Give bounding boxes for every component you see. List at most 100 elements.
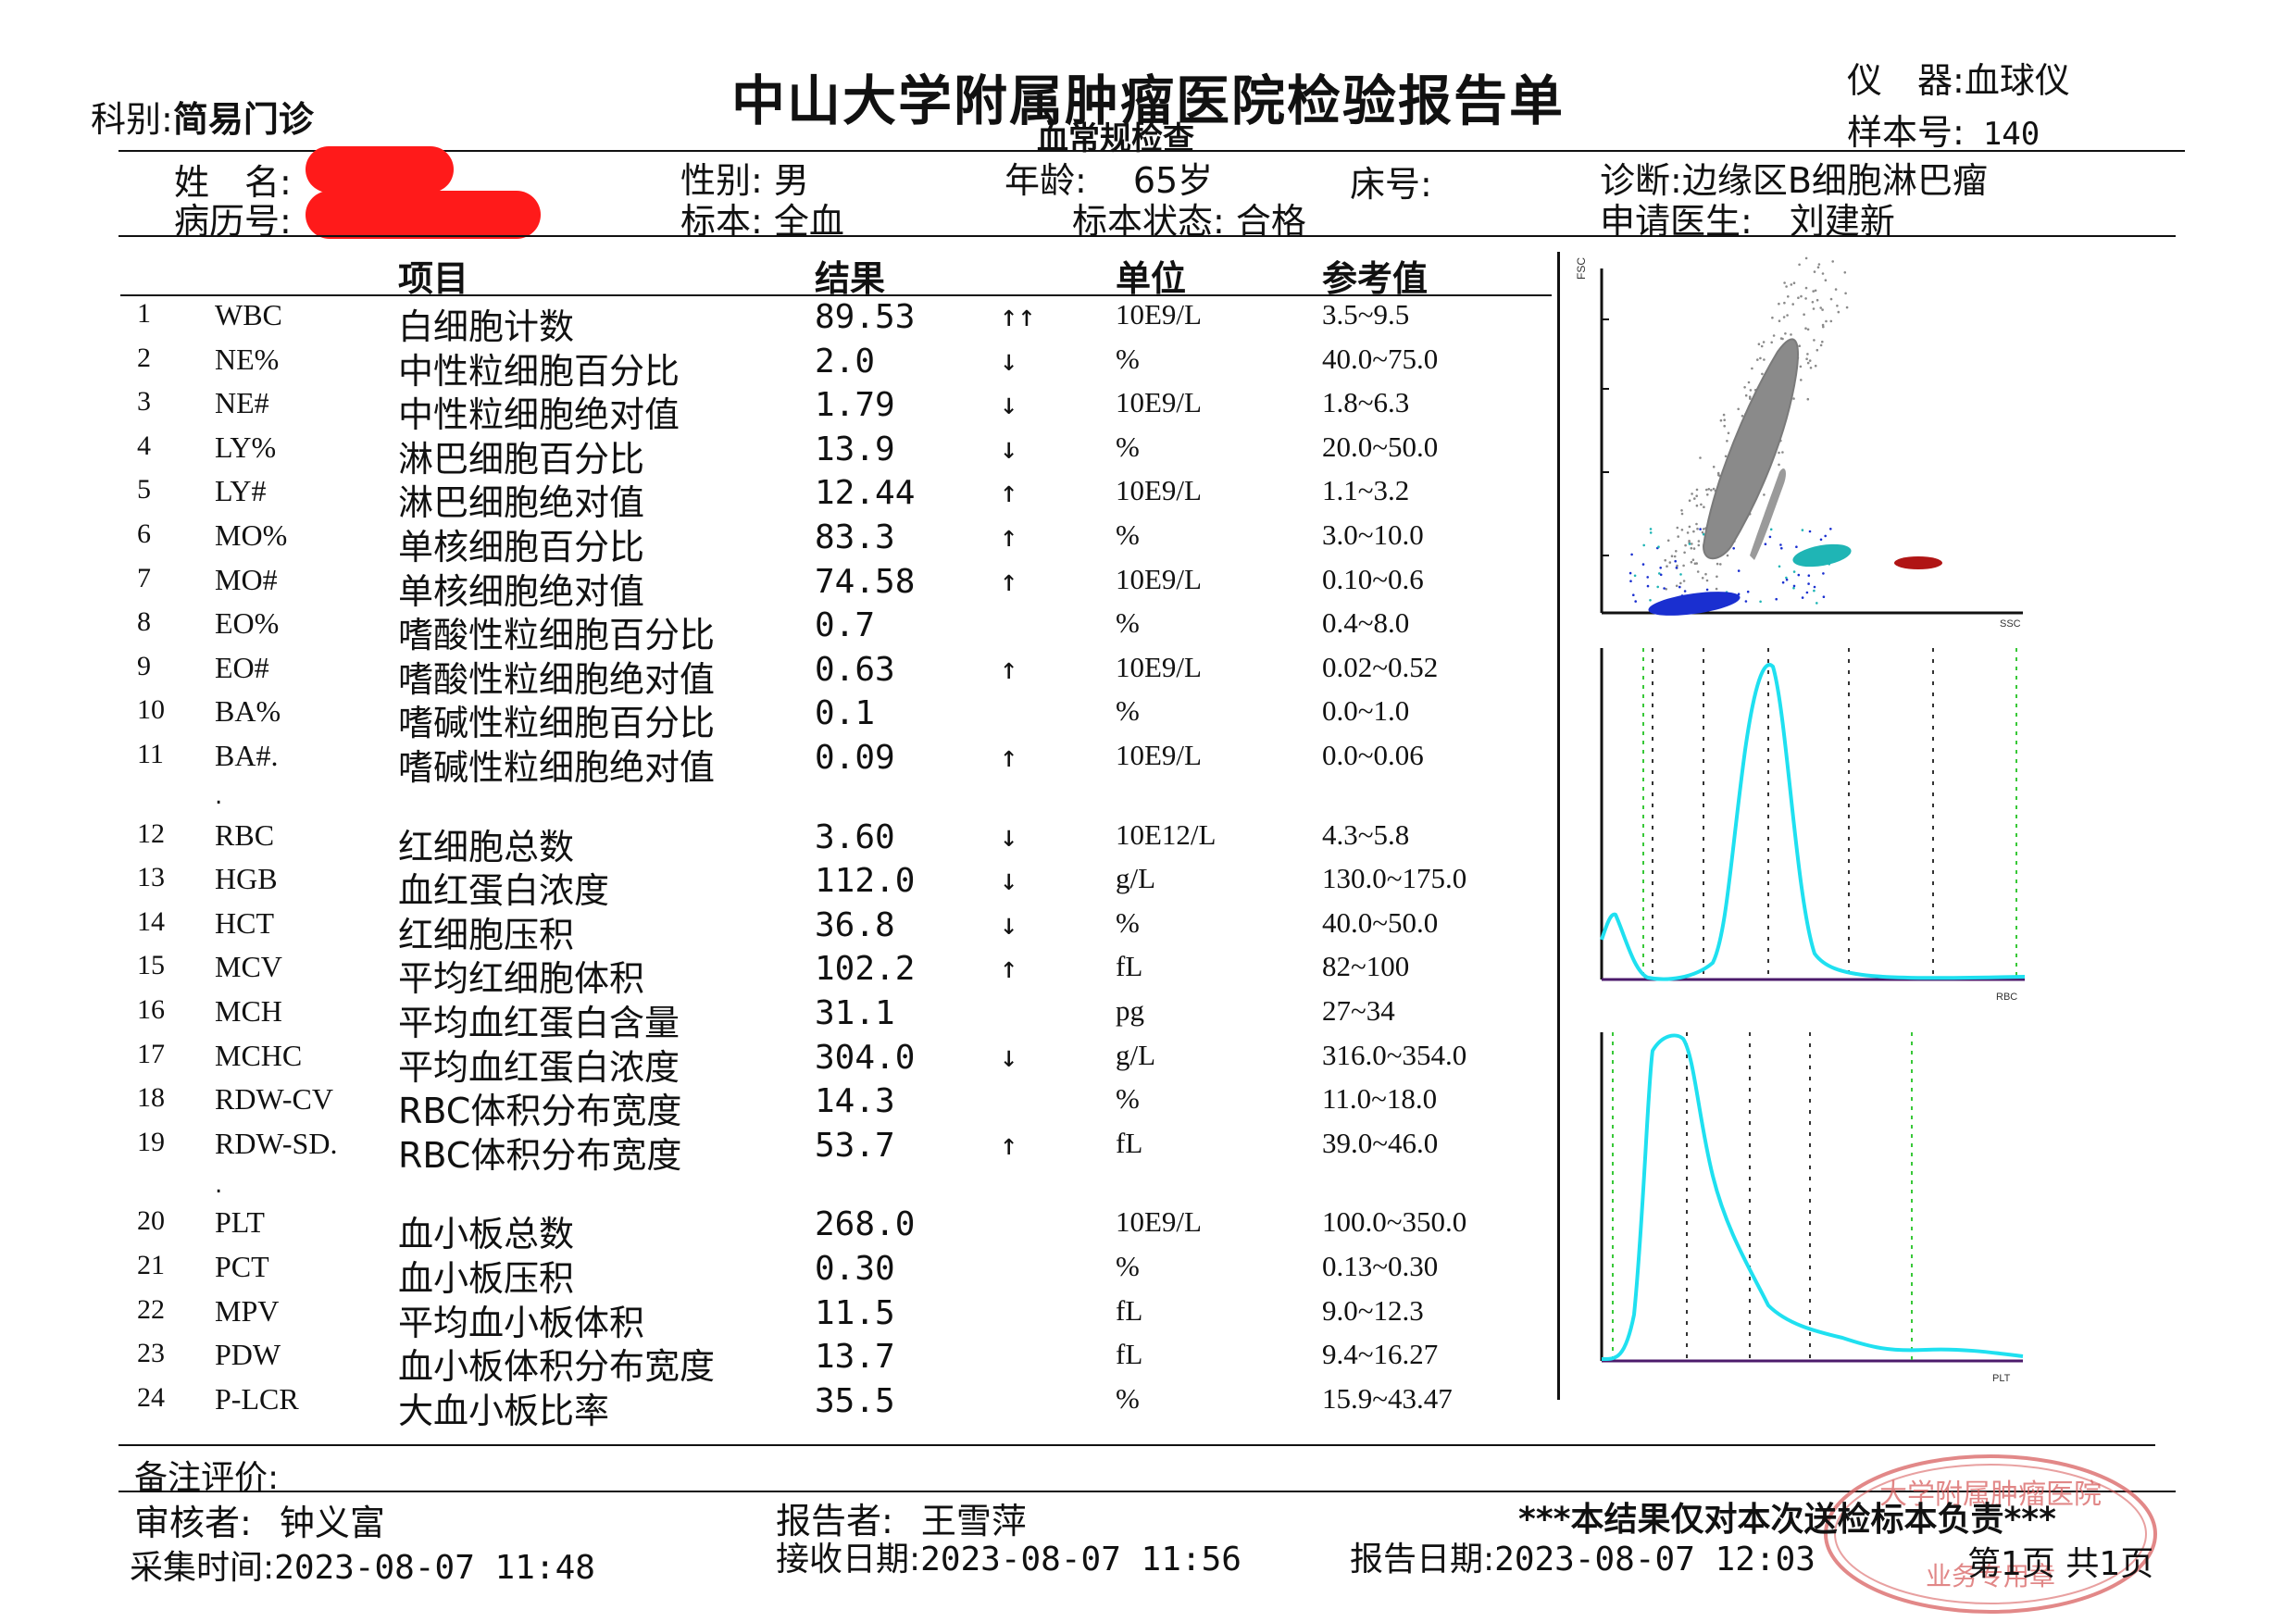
name-redaction	[306, 146, 454, 193]
test-code: MO#	[215, 562, 278, 596]
test-result: 13.9	[815, 430, 895, 468]
table-row: 17 MCHC 平均血红蛋白浓度 304.0 ↓ g/L 316.0~354.0	[0, 1039, 1537, 1088]
table-row: 4 LY% 淋巴细胞百分比 13.9 ↓% 20.0~50.0	[0, 430, 1537, 480]
scatter-dot	[1701, 530, 1704, 534]
scatter-dot	[1744, 393, 1748, 397]
scatter-dot	[1804, 297, 1807, 300]
scatter-dot	[1649, 531, 1653, 534]
scatter-dot	[1806, 397, 1810, 401]
test-name: 嗜酸性粒细胞百分比	[398, 615, 716, 656]
test-name: 平均红细胞体积	[398, 958, 645, 1000]
report-title: 中山大学附属肿瘤医院检验报告单	[731, 69, 1566, 132]
scatter-dot	[1779, 543, 1782, 546]
scatter-dot	[1824, 534, 1827, 538]
test-result: 2.0	[815, 342, 876, 381]
row-number: 22	[137, 1293, 165, 1325]
receive-field: 接收日期:2023-08-07 11:56	[776, 1541, 1242, 1578]
scatter-dot	[1715, 587, 1718, 591]
scatter-dot	[1837, 310, 1841, 314]
wbc-scatterplot: FSC SSC	[1575, 256, 2023, 630]
report-date-field: 报告日期:2023-08-07 12:03	[1350, 1541, 1816, 1578]
scatter-dot	[1801, 596, 1804, 599]
scatter-dot	[1807, 574, 1811, 577]
scatter-dot	[1786, 314, 1789, 317]
scatter-dot	[1811, 301, 1815, 304]
test-unit: 10E9/L	[1116, 1205, 1202, 1239]
scatter-dot	[1761, 372, 1764, 376]
scatter-dot	[1784, 332, 1787, 335]
col-item: 项目	[398, 258, 469, 299]
scatter-dot	[1821, 340, 1824, 343]
scatter-dot	[1781, 580, 1785, 584]
reference-range: 1.8~6.3	[1322, 386, 1410, 419]
scatter-dot	[1782, 316, 1786, 318]
scatter-dot	[1690, 546, 1693, 550]
scatter-dot	[1763, 493, 1766, 496]
scatter-dot	[1629, 580, 1632, 582]
scatter-dot	[1703, 505, 1705, 508]
reference-range: 3.0~10.0	[1322, 518, 1424, 551]
scatter-dot	[1778, 463, 1780, 467]
scatter-dot	[1703, 528, 1705, 530]
scatter-dot	[1819, 343, 1823, 347]
test-code: P-LCR	[215, 1381, 299, 1416]
svg-text:RBC: RBC	[1996, 992, 2017, 1003]
scatter-dot	[1697, 543, 1701, 547]
scatter-dot	[1666, 539, 1670, 543]
table-row: 10 BA% 嗜碱性粒细胞百分比 0.1% 0.0~1.0	[0, 694, 1537, 743]
scatter-dot	[1682, 580, 1686, 582]
table-row: 8 EO% 嗜酸性粒细胞百分比 0.7% 0.4~8.0	[0, 606, 1537, 655]
scatter-dot	[1803, 313, 1805, 316]
table-header-divider	[120, 294, 1552, 296]
scatter-dot	[1785, 578, 1789, 581]
test-unit: pg	[1116, 994, 1144, 1027]
scatter-dot	[1812, 307, 1816, 310]
reviewer-value: 钟义富	[279, 1503, 385, 1543]
test-unit: %	[1116, 1381, 1140, 1415]
abnormal-flag: ↑	[1000, 739, 1018, 774]
scatter-dot	[1634, 600, 1637, 603]
test-code: PDW	[215, 1338, 281, 1372]
scatter-dot	[1723, 418, 1726, 421]
scatter-dot	[1646, 576, 1649, 579]
row-number: 6	[137, 518, 151, 549]
group-separator-dot: .	[215, 782, 223, 810]
scatter-dot	[1674, 559, 1677, 563]
test-code: PCT	[215, 1250, 269, 1283]
row-number: 5	[137, 474, 151, 505]
table-row: 11 BA#. 嗜碱性粒细胞绝对值 0.09 ↑ 10E9/L 0.0~0.06	[0, 739, 1537, 788]
scatter-dot	[1657, 545, 1660, 548]
specimen-state-field: 标本状态: 合格	[1072, 201, 1306, 242]
scatter-dot	[1778, 451, 1780, 455]
scatter-dot	[1675, 567, 1678, 569]
reference-range: 27~34	[1322, 994, 1395, 1027]
abnormal-flag: ↑	[1000, 950, 1018, 986]
scatter-dot	[1633, 574, 1637, 578]
scatter-dot	[1696, 570, 1700, 573]
scatter-dot	[1706, 493, 1709, 496]
scatter-dot	[1688, 499, 1691, 502]
scatter-dot	[1814, 364, 1817, 368]
test-code: MCH	[215, 994, 282, 1028]
test-code: EO#	[215, 650, 269, 684]
scatter-dot	[1658, 572, 1661, 575]
rbc-curve	[1600, 663, 2026, 981]
scatter-dot	[1799, 365, 1803, 368]
plt-curve	[1601, 1033, 2024, 1362]
table-row: 9 EO# 嗜酸性粒细胞绝对值 0.63 ↑ 10E9/L 0.02~0.52	[0, 650, 1537, 700]
row-number: 7	[137, 562, 151, 593]
scatter-dot	[1779, 337, 1783, 340]
scatter-dot	[1688, 525, 1691, 529]
reference-range: 0.0~1.0	[1322, 694, 1410, 728]
table-row: 24 P-LCR 大血小板比率 35.5% 15.9~43.47	[0, 1381, 1537, 1431]
scatter-dot	[1762, 341, 1766, 343]
scatter-dot	[1726, 554, 1729, 557]
scatter-dot	[1816, 298, 1819, 302]
hospital-stamp: 大学附属肿瘤医院 业务专用章	[1824, 1454, 2157, 1614]
footer-divider-top	[119, 1444, 2155, 1446]
test-code: WBC	[215, 298, 282, 331]
test-name: 中性粒细胞绝对值	[398, 394, 680, 436]
scatter-dot	[1778, 319, 1781, 322]
test-unit: %	[1116, 430, 1140, 463]
scatter-dot	[1707, 488, 1711, 491]
